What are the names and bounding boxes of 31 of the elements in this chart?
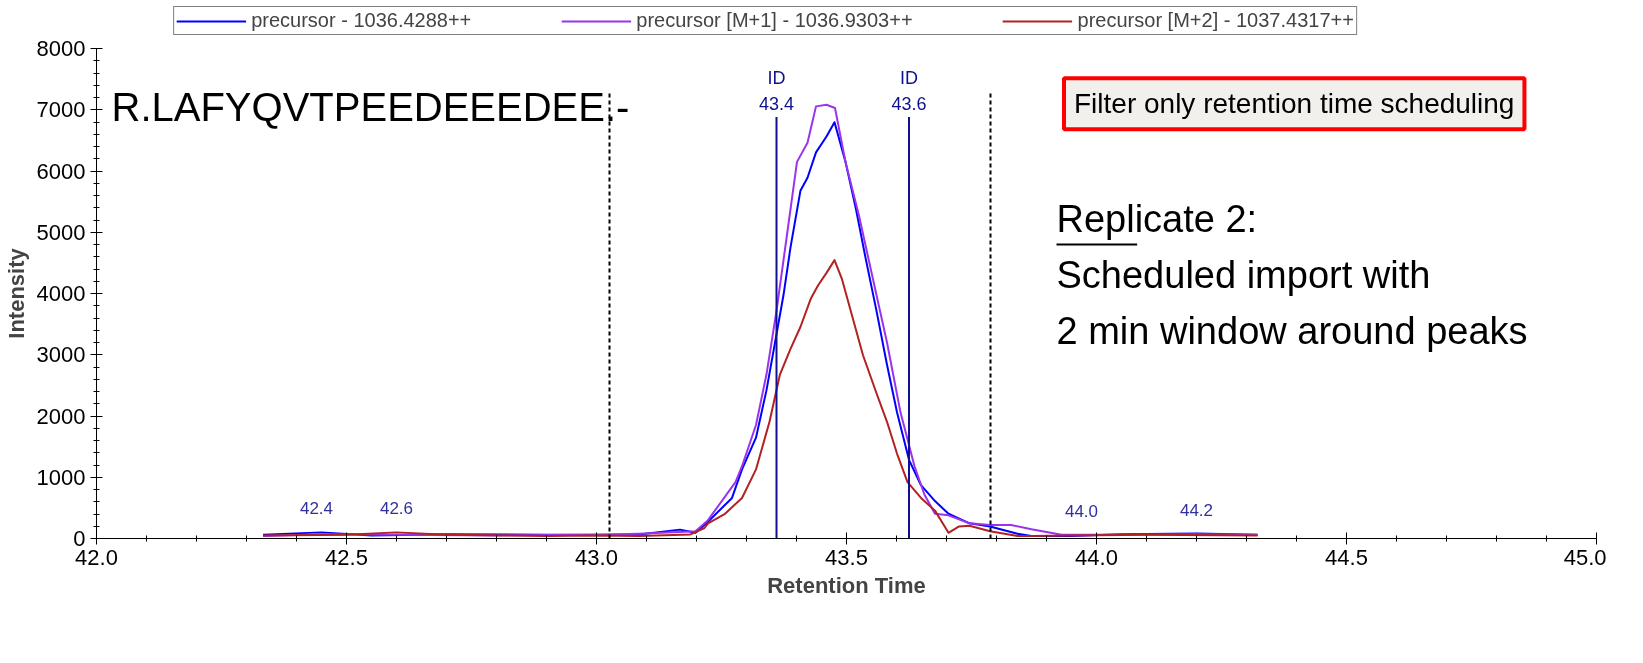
legend-label: precursor [M+2] - 1037.4317++ xyxy=(1077,9,1354,32)
x-tick-label: 43.5 xyxy=(825,544,868,570)
x-tick-label: 44.0 xyxy=(1075,544,1118,570)
x-tick-label: 44.5 xyxy=(1325,544,1368,570)
annotation: 42.4 xyxy=(299,499,334,519)
y-tick-label: 1000 xyxy=(36,464,86,490)
annotation: 42.6 xyxy=(379,499,414,519)
annotation: R.LAFYQVTPEEDEEEDEE.- xyxy=(111,85,630,130)
annotation: Filter only retention time scheduling xyxy=(1074,88,1515,120)
y-tick-label: 0 xyxy=(73,526,86,551)
ref-line-label: ID 43.4 xyxy=(758,67,795,114)
legend-label: precursor [M+1] - 1036.9303++ xyxy=(636,9,913,32)
annotation: Replicate 2: xyxy=(1056,197,1258,240)
y-tick-label: 5000 xyxy=(36,219,86,245)
y-axis-title: Intensity xyxy=(3,247,29,339)
y-tick-label: 2000 xyxy=(36,403,86,429)
x-tick-label: 43.0 xyxy=(575,544,618,570)
annotation: 44.2 xyxy=(1179,500,1214,520)
y-tick-label: 7000 xyxy=(36,97,86,123)
y-tick-label: 3000 xyxy=(36,342,86,368)
legend-label: precursor - 1036.4288++ xyxy=(251,9,472,32)
y-tick-label: 6000 xyxy=(36,158,86,184)
ref-line-label: ID 43.6 xyxy=(891,67,927,114)
annotation: 2 min window around peaks xyxy=(1056,310,1528,353)
x-axis-title: Retention Time xyxy=(767,572,926,598)
annotation: 44.0 xyxy=(1064,501,1099,521)
y-tick-label: 4000 xyxy=(36,281,86,306)
x-tick-label: 42.5 xyxy=(325,544,368,570)
x-tick-label: 45.0 xyxy=(1563,544,1607,570)
annotation: Scheduled import with xyxy=(1056,253,1431,296)
y-tick-label: 8000 xyxy=(36,36,86,61)
